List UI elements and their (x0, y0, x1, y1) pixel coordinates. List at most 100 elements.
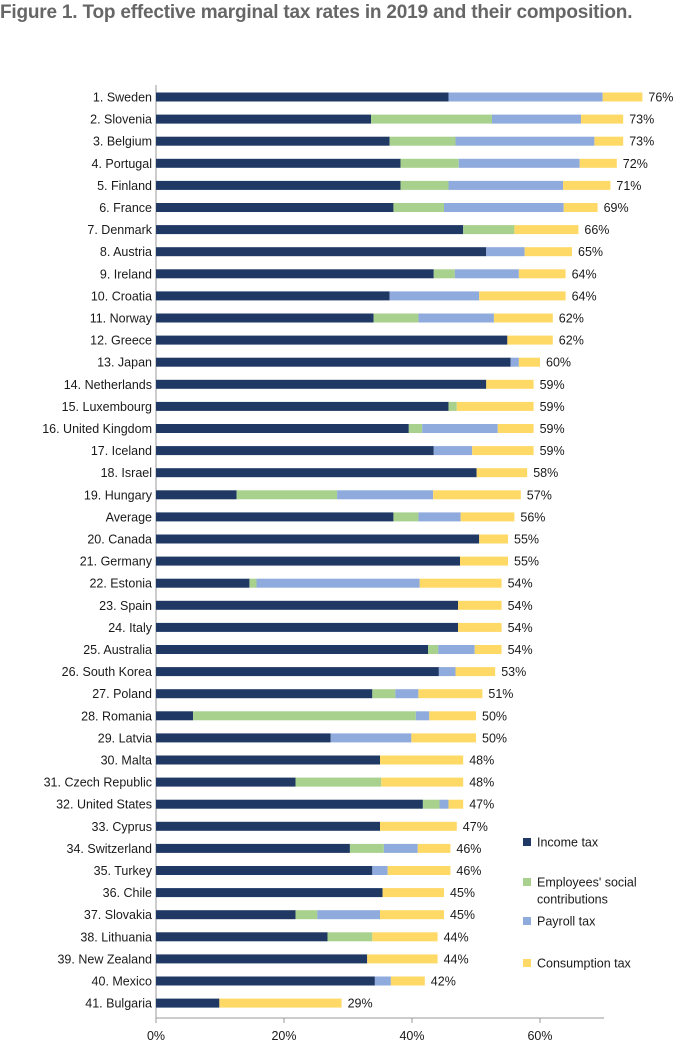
total-value-label: 60% (546, 356, 571, 370)
bar-segment-social (408, 424, 423, 433)
bar-segment-payroll (455, 136, 595, 146)
bar-segment-social (400, 180, 449, 190)
bar-segment-social (236, 490, 338, 500)
legend-label: Income tax (537, 836, 599, 850)
category-label: 14. Netherlands (64, 378, 152, 392)
legend-swatch-social (523, 878, 531, 886)
bar-segment-consumption (417, 843, 451, 853)
bar-segment-social (249, 578, 257, 588)
bar-segment-income (156, 203, 394, 212)
bar-segment-income (156, 777, 296, 787)
bar-segment-payroll (415, 711, 430, 721)
bar-segment-income (156, 247, 487, 257)
total-value-label: 54% (508, 643, 533, 657)
bar-segment-consumption (219, 998, 342, 1008)
category-label: 20. Canada (87, 533, 152, 547)
bar-segment-social (295, 910, 318, 920)
bar-segment-consumption (381, 777, 464, 787)
category-label: 5. Finland (97, 179, 152, 193)
bar-segment-social (463, 225, 515, 235)
bar-segment-consumption (602, 92, 643, 102)
total-value-label: 44% (444, 952, 469, 966)
bar-segment-social (373, 313, 419, 323)
legend-swatch-consumption (523, 959, 531, 967)
bar-segment-income (156, 92, 449, 102)
bar-segment-payroll (444, 203, 564, 212)
category-label: 30. Malta (101, 754, 152, 768)
bar-segment-consumption (474, 645, 502, 654)
x-tick-label: 20% (271, 1029, 296, 1043)
bar-segment-social (393, 512, 419, 522)
category-label: 9. Ireland (100, 267, 152, 281)
category-label: 7. Denmark (87, 223, 152, 237)
bar-segment-social (422, 799, 440, 809)
x-tick-label: 0% (147, 1029, 165, 1043)
bar-segment-consumption (460, 556, 508, 566)
total-value-label: 73% (629, 113, 654, 127)
total-value-label: 54% (508, 621, 533, 635)
category-label: 29. Latvia (98, 731, 152, 745)
total-value-label: 62% (559, 312, 584, 326)
bar-segment-income (156, 733, 331, 743)
bar-segment-consumption (433, 490, 521, 500)
bar-segment-income (156, 512, 394, 522)
total-value-label: 48% (469, 754, 494, 768)
bar-segment-income (156, 578, 250, 588)
bar-segment-income (156, 976, 375, 986)
category-label: 17. Iceland (91, 444, 152, 458)
bar-segment-consumption (497, 424, 534, 433)
bar-segment-consumption (472, 446, 534, 456)
bar-segment-consumption (372, 932, 438, 942)
bar-segment-payroll (486, 247, 525, 257)
bar-segment-payroll (439, 799, 449, 809)
category-label: 31. Czech Republic (44, 776, 152, 790)
category-label: 36. Chile (103, 886, 152, 900)
bar-segment-consumption (419, 578, 502, 588)
bar-segment-income (156, 401, 449, 411)
category-label: 38. Lithuania (80, 930, 152, 944)
category-label: 37. Slovakia (84, 908, 152, 922)
total-value-label: 59% (540, 422, 565, 436)
bar-segment-payroll (448, 180, 564, 190)
total-value-label: 44% (444, 930, 469, 944)
bar-segment-consumption (479, 534, 508, 544)
bar-segment-payroll (422, 424, 498, 433)
bar-segment-income (156, 534, 480, 544)
bar-segment-payroll (337, 490, 434, 500)
total-value-label: 59% (540, 378, 565, 392)
bar-segment-income (156, 954, 368, 964)
category-label: 2. Slovenia (90, 113, 152, 127)
category-label: 23. Spain (99, 599, 152, 613)
total-value-label: 71% (616, 179, 641, 193)
bar-segment-payroll (458, 158, 580, 168)
bar-segment-payroll (372, 866, 388, 875)
total-value-label: 69% (604, 201, 629, 215)
bar-segment-income (156, 424, 409, 433)
bar-segment-social (389, 136, 456, 146)
total-value-label: 73% (629, 135, 654, 149)
category-label: 4. Portugal (92, 157, 152, 171)
total-value-label: 50% (482, 709, 507, 723)
total-value-label: 48% (469, 776, 494, 790)
bar-segment-payroll (383, 843, 418, 853)
bar-segment-payroll (395, 689, 419, 699)
bar-segment-consumption (458, 622, 502, 632)
bar-segment-consumption (518, 269, 566, 279)
category-label: 1. Sweden (93, 91, 152, 105)
bar-segment-consumption (448, 799, 464, 809)
bar-segment-social (372, 689, 396, 699)
category-label: 27. Poland (92, 687, 152, 701)
bar-segment-income (156, 910, 296, 920)
bar-segment-consumption (456, 401, 534, 411)
bar-segment-consumption (380, 910, 444, 920)
category-label: Average (106, 510, 152, 524)
total-value-label: 50% (482, 731, 507, 745)
total-value-label: 58% (533, 466, 558, 480)
bar-segment-consumption (563, 203, 598, 212)
category-label: 24. Italy (108, 621, 153, 635)
bar-segment-income (156, 755, 380, 765)
bar-segment-payroll (433, 446, 473, 456)
total-value-label: 45% (450, 886, 475, 900)
total-value-label: 51% (488, 687, 513, 701)
